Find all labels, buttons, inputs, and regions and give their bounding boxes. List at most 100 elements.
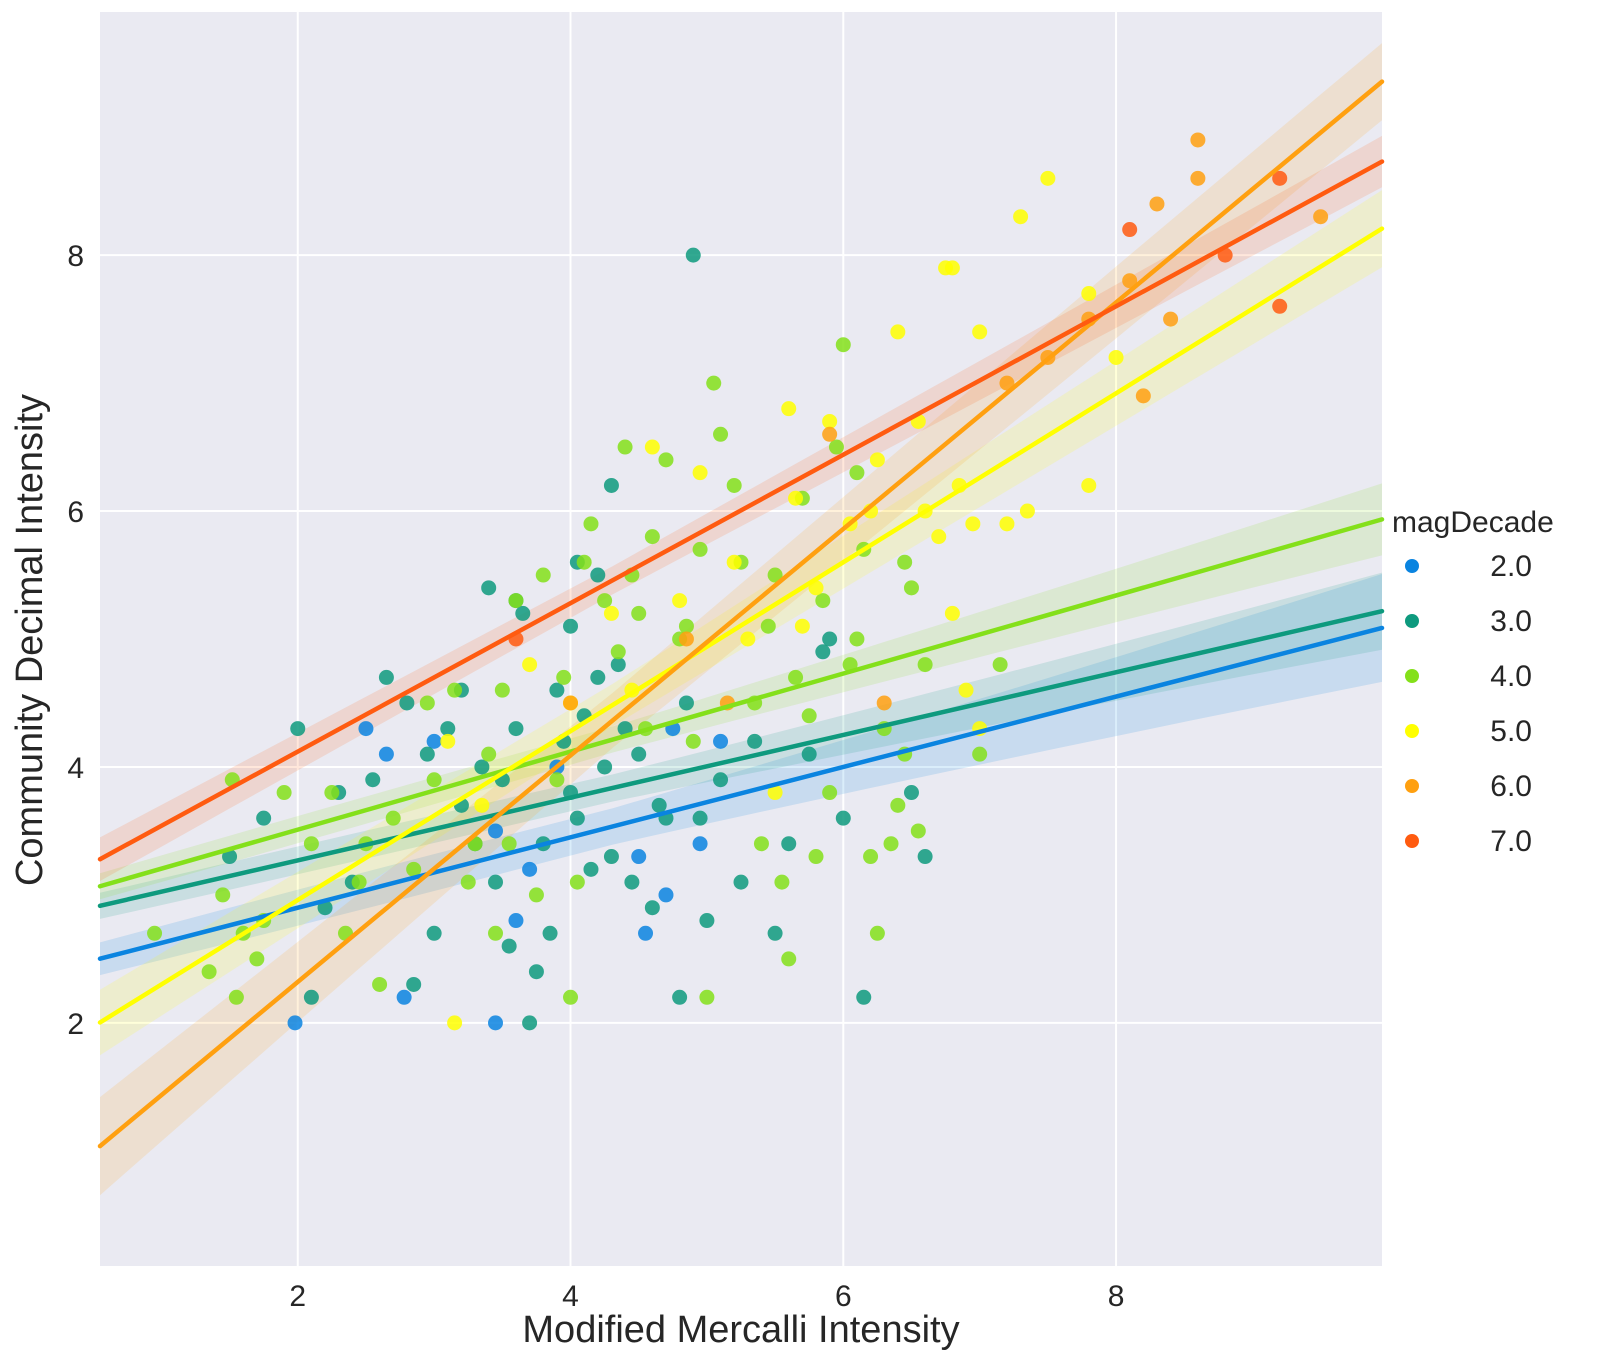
data-point [440, 733, 456, 749]
data-point [999, 516, 1015, 532]
data-point [692, 836, 708, 852]
data-point [631, 849, 647, 865]
data-point [672, 989, 688, 1005]
y-tick-labels: 2 4 6 8 [67, 240, 84, 1041]
data-point [447, 1015, 463, 1031]
data-point [917, 657, 933, 673]
data-point [958, 682, 974, 698]
data-point [508, 721, 524, 737]
data-point [576, 554, 592, 570]
data-points [147, 132, 1329, 1031]
data-point [910, 823, 926, 839]
data-point [678, 631, 694, 647]
data-point [753, 836, 769, 852]
data-point [508, 593, 524, 609]
data-point [815, 593, 831, 609]
data-point [419, 746, 435, 762]
data-point [522, 1015, 538, 1031]
data-point [494, 682, 510, 698]
y-tick-label: 8 [67, 240, 84, 273]
data-point [406, 976, 422, 992]
data-point [767, 567, 783, 583]
data-point [385, 810, 401, 826]
data-point [835, 810, 851, 826]
data-point [481, 580, 497, 596]
data-point [760, 618, 776, 634]
data-point [583, 861, 599, 877]
data-point [617, 439, 633, 455]
x-tick-label: 6 [835, 1280, 852, 1313]
data-point [447, 682, 463, 698]
x-tick-label: 4 [562, 1280, 579, 1313]
data-point [528, 887, 544, 903]
data-point [610, 644, 626, 660]
data-point [801, 708, 817, 724]
data-point [1122, 222, 1138, 238]
data-point [1122, 273, 1138, 289]
data-point [815, 644, 831, 660]
data-point [972, 324, 988, 340]
data-point [713, 772, 729, 788]
legend: magDecade 2.0 3.0 4.0 5.0 6.0 7.0 [1392, 506, 1554, 858]
data-point [678, 618, 694, 634]
data-point [378, 746, 394, 762]
data-point [372, 976, 388, 992]
data-point [651, 797, 667, 813]
data-point [822, 413, 838, 429]
regression-lines [97, 79, 1385, 1149]
legend-items: 2.0 3.0 4.0 5.0 6.0 7.0 [1405, 550, 1532, 858]
confidence-band-6.0 [100, 43, 1382, 1196]
data-point [287, 1015, 303, 1031]
data-point [890, 324, 906, 340]
data-point [399, 695, 415, 711]
data-point [706, 375, 722, 391]
data-point [883, 836, 899, 852]
data-point [1272, 170, 1288, 186]
data-point [406, 861, 422, 877]
data-point [869, 925, 885, 941]
data-point [931, 529, 947, 545]
data-point [685, 733, 701, 749]
data-point [1108, 349, 1124, 365]
data-point [692, 465, 708, 481]
data-point [944, 260, 960, 276]
data-point [828, 439, 844, 455]
data-point [944, 605, 960, 621]
data-point [549, 682, 565, 698]
data-point [692, 541, 708, 557]
data-point [638, 925, 654, 941]
data-point [597, 593, 613, 609]
data-point [678, 695, 694, 711]
data-point [378, 669, 394, 685]
data-point [1013, 209, 1029, 225]
data-point [781, 836, 797, 852]
data-point [849, 465, 865, 481]
data-point [672, 593, 688, 609]
data-point [563, 989, 579, 1005]
legend-label: 6.0 [1490, 770, 1532, 803]
data-point [965, 516, 981, 532]
legend-marker [1405, 834, 1419, 848]
regression-line-2.0 [97, 625, 1385, 961]
legend-label: 4.0 [1490, 660, 1532, 693]
data-point [419, 695, 435, 711]
data-point [713, 426, 729, 442]
data-point [583, 516, 599, 532]
x-tick-labels: 2 4 6 8 [289, 1280, 1124, 1313]
data-point [1272, 298, 1288, 314]
data-point [699, 913, 715, 929]
y-axis-title: Community Decimal Intensity [9, 394, 51, 886]
legend-label: 7.0 [1490, 825, 1532, 858]
data-point [215, 887, 231, 903]
data-point [903, 580, 919, 596]
data-point [658, 887, 674, 903]
data-point [808, 849, 824, 865]
data-point [549, 772, 565, 788]
data-point [515, 605, 531, 621]
data-point [856, 989, 872, 1005]
data-point [1313, 209, 1329, 225]
y-tick-label: 2 [67, 1008, 84, 1041]
confidence-band-5.0 [100, 190, 1382, 1056]
data-point [201, 964, 217, 980]
